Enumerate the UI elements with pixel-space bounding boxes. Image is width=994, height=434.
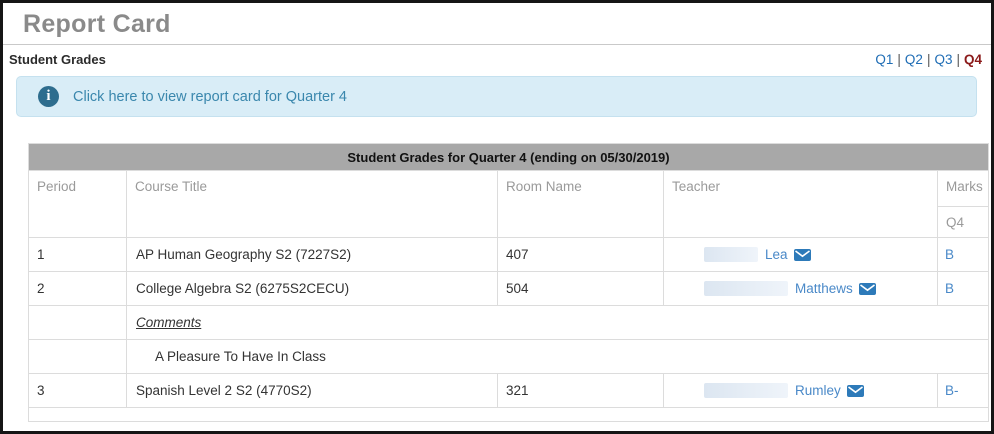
comment-text-cell: A Pleasure To Have In Class <box>126 339 989 374</box>
room-cell: 321 <box>497 373 664 408</box>
redacted-first-name <box>704 247 758 262</box>
course-cell: Spanish Level 2 S2 (4770S2) <box>126 373 498 408</box>
mark-link[interactable]: B- <box>945 383 959 398</box>
column-header-row: Period Course Title Room Name Teacher Ma… <box>28 170 989 238</box>
period-cell <box>28 305 127 340</box>
period-cell: 3 <box>28 373 127 408</box>
mark-cell: B- <box>937 373 989 408</box>
column-header-teacher: Teacher <box>663 170 938 238</box>
mark-cell: B <box>937 237 989 272</box>
tab-q1[interactable]: Q1 <box>875 52 894 67</box>
comments-label: Comments <box>136 315 202 330</box>
view-report-card-link[interactable]: Click here to view report card for Quart… <box>73 88 347 105</box>
teacher-link[interactable]: Matthews <box>795 281 853 296</box>
section-title: Student Grades <box>9 52 106 67</box>
redacted-first-name <box>704 383 788 398</box>
mark-link[interactable]: B <box>945 281 955 296</box>
period-cell: 2 <box>28 271 127 306</box>
teacher-link[interactable]: Rumley <box>795 383 841 398</box>
teacher-cell: Rumley <box>663 373 938 408</box>
email-icon[interactable] <box>793 247 811 262</box>
column-header-course-title: Course Title <box>126 170 498 238</box>
table-caption: Student Grades for Quarter 4 (ending on … <box>28 143 989 171</box>
tab-q3[interactable]: Q3 <box>934 52 953 67</box>
redacted-first-name <box>704 281 788 296</box>
column-subheader-row: Q4 <box>29 206 989 238</box>
tab-q2[interactable]: Q2 <box>904 52 923 67</box>
quarter-separator: | <box>956 52 960 67</box>
tab-q4-active[interactable]: Q4 <box>963 52 982 67</box>
table-row: 3 Spanish Level 2 S2 (4770S2) 321 Rumley… <box>28 373 989 408</box>
table-caption-row: Student Grades for Quarter 4 (ending on … <box>28 143 989 171</box>
student-grades-bar: Student Grades Q1 | Q2 | Q3 | Q4 <box>3 45 991 71</box>
quarter-nav: Q1 | Q2 | Q3 | Q4 <box>873 52 984 67</box>
period-cell: 1 <box>28 237 127 272</box>
teacher-cell: Lea <box>663 237 938 272</box>
email-icon[interactable] <box>846 383 864 398</box>
comment-text-row: A Pleasure To Have In Class <box>28 339 989 374</box>
comments-label-row: Comments <box>28 305 989 340</box>
teacher-cell: Matthews <box>663 271 938 306</box>
titlebar: Report Card <box>3 3 991 45</box>
page-title: Report Card <box>23 10 171 38</box>
column-header-marks: Marks <box>937 170 989 207</box>
period-cell <box>28 339 127 374</box>
footer-cell <box>28 407 989 422</box>
info-icon: i <box>38 86 59 107</box>
info-banner[interactable]: i Click here to view report card for Qua… <box>16 76 977 117</box>
table-row: 1 AP Human Geography S2 (7227S2) 407 Lea… <box>28 237 989 272</box>
grades-table: Student Grades for Quarter 4 (ending on … <box>28 143 989 422</box>
room-cell: 504 <box>497 271 664 306</box>
email-icon[interactable] <box>858 281 876 296</box>
room-cell: 407 <box>497 237 664 272</box>
table-footer-row <box>28 407 989 422</box>
course-cell: College Algebra S2 (6275S2CECU) <box>126 271 498 306</box>
mark-cell: B <box>937 271 989 306</box>
table-row: 2 College Algebra S2 (6275S2CECU) 504 Ma… <box>28 271 989 306</box>
column-header-room-name: Room Name <box>497 170 664 238</box>
teacher-link[interactable]: Lea <box>765 247 788 262</box>
course-cell: AP Human Geography S2 (7227S2) <box>126 237 498 272</box>
comments-label-cell: Comments <box>126 305 989 340</box>
quarter-separator: | <box>926 52 931 67</box>
quarter-separator: | <box>897 52 901 67</box>
column-header-period: Period <box>28 170 127 238</box>
mark-link[interactable]: B <box>945 247 955 262</box>
column-subheader-q4: Q4 <box>937 206 989 238</box>
